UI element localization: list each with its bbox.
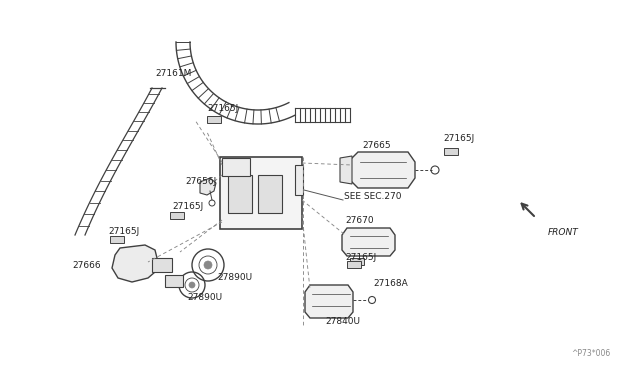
Polygon shape — [340, 156, 352, 184]
Bar — [220, 157, 302, 229]
Text: 27665: 27665 — [362, 141, 390, 150]
Text: 27890U: 27890U — [187, 292, 222, 301]
Text: 27890U: 27890U — [217, 273, 252, 282]
Text: 27165J: 27165J — [108, 227, 140, 235]
Text: 27165J: 27165J — [345, 253, 376, 262]
Text: 27165J: 27165J — [172, 202, 204, 211]
Bar — [347, 261, 361, 268]
Bar — [152, 258, 172, 272]
Text: SEE SEC.270: SEE SEC.270 — [344, 192, 401, 201]
Bar — [295, 165, 303, 195]
Text: 27656J: 27656J — [185, 176, 216, 186]
Text: ^P73*006: ^P73*006 — [571, 349, 610, 358]
Text: 27168A: 27168A — [373, 279, 408, 289]
Bar — [258, 175, 282, 213]
Bar — [222, 158, 250, 176]
Bar — [165, 275, 183, 287]
Bar — [228, 175, 252, 213]
Circle shape — [204, 261, 212, 269]
Text: 27161M: 27161M — [155, 68, 191, 77]
Polygon shape — [112, 245, 158, 282]
Polygon shape — [350, 152, 415, 188]
Text: 27666: 27666 — [72, 260, 100, 269]
Bar — [110, 236, 124, 243]
Bar — [207, 116, 221, 123]
Polygon shape — [200, 178, 216, 195]
Text: 27670: 27670 — [345, 215, 374, 224]
Text: 27165J: 27165J — [207, 103, 238, 112]
Text: FRONT: FRONT — [548, 228, 579, 237]
Bar — [350, 258, 364, 265]
Bar — [444, 148, 458, 155]
Polygon shape — [305, 285, 353, 318]
Text: 27165J: 27165J — [443, 134, 474, 142]
Text: 27840U: 27840U — [325, 317, 360, 327]
Bar — [170, 212, 184, 219]
Polygon shape — [342, 228, 395, 256]
Circle shape — [189, 282, 195, 288]
